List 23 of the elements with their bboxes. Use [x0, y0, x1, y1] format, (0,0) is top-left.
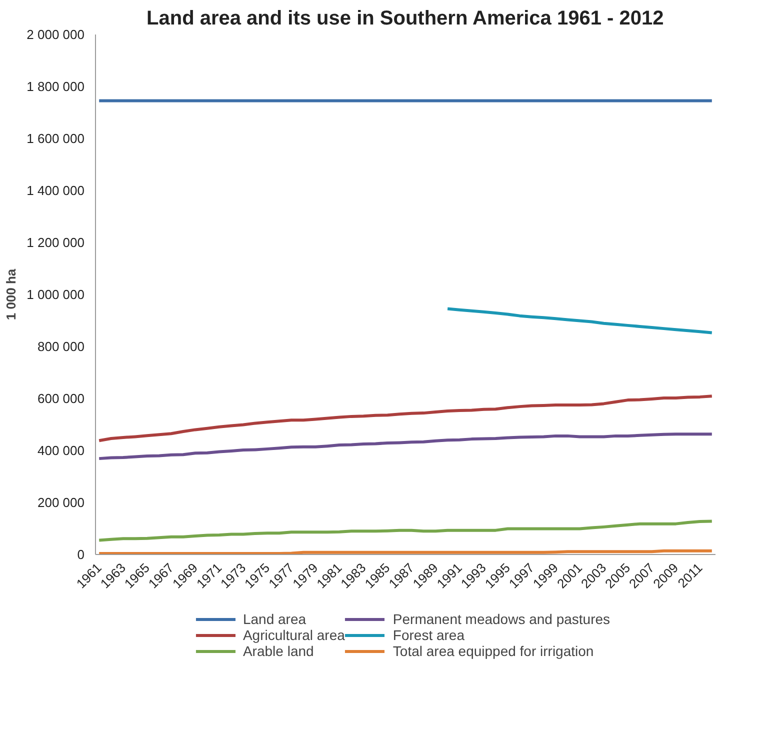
legend-label: Total area equipped for irrigation: [392, 643, 594, 659]
y-tick-label: 0: [77, 547, 85, 562]
y-axis-title: 1 000 ha: [4, 268, 19, 320]
legend-label: Agricultural area: [242, 627, 345, 643]
y-tick-label: 400 000: [38, 443, 85, 458]
y-tick-label: 600 000: [38, 391, 85, 406]
line-series: [98, 520, 714, 542]
legend-label: Land area: [242, 611, 306, 627]
line-series: [98, 394, 714, 442]
y-tick-label: 1 200 000: [26, 235, 85, 250]
y-tick-label: 1 400 000: [26, 183, 85, 198]
line-series: [98, 432, 714, 460]
y-tick-label: 1 600 000: [26, 131, 85, 146]
y-tick-label: 1 800 000: [26, 79, 85, 94]
legend-label: Permanent meadows and pastures: [392, 611, 610, 627]
y-tick-label: 800 000: [38, 339, 85, 354]
legend-label: Forest area: [392, 627, 464, 643]
y-tick-label: 1 000 000: [26, 287, 85, 302]
legend-label: Arable land: [242, 643, 314, 659]
chart-title: Land area and its use in Southern America 1961 - 2012: [146, 8, 664, 30]
y-tick-label: 2 000 000: [26, 27, 85, 42]
y-tick-label: 200 000: [38, 495, 85, 510]
line-series: [446, 307, 714, 334]
